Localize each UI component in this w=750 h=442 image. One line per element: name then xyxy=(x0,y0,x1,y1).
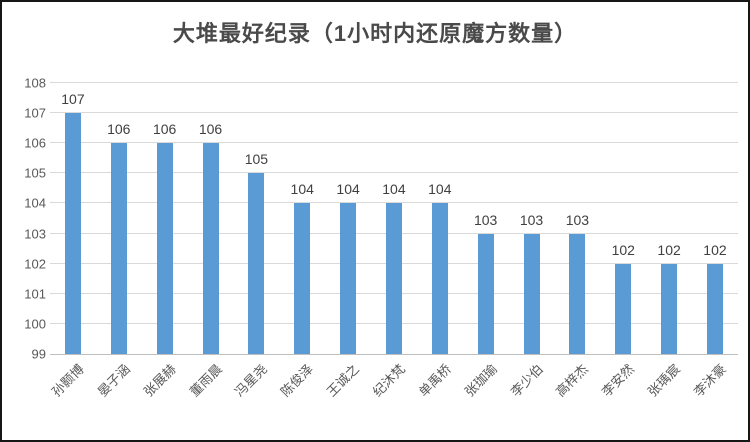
y-tick-label: 107 xyxy=(24,105,46,121)
bar-value-label: 102 xyxy=(657,241,681,258)
gridline xyxy=(50,142,738,144)
bar-slot: 104 xyxy=(417,83,463,354)
bar-value-label: 106 xyxy=(152,121,177,138)
bar-slot: 104 xyxy=(371,83,417,354)
bar-value-label: 102 xyxy=(611,241,635,258)
bar xyxy=(64,113,81,354)
bars-row: 107 106 106 106 105 104 104 104 104 103 103 103 102 1… xyxy=(50,83,738,354)
bar-value-label: 103 xyxy=(565,211,590,228)
bar xyxy=(340,203,357,354)
x-tick-label: 陈俊泽 xyxy=(277,361,317,400)
bar-value-label: 104 xyxy=(336,181,360,198)
y-tick-label: 101 xyxy=(24,286,46,302)
bar-slot: 107 xyxy=(50,83,96,354)
gridline xyxy=(50,112,738,114)
x-axis-line xyxy=(50,354,738,355)
plot-area: 107 106 106 106 105 104 104 104 104 103 103 103 102 1… xyxy=(50,82,738,355)
bar xyxy=(202,143,219,354)
bar xyxy=(110,143,127,354)
bar-slot: 102 xyxy=(646,83,692,354)
y-tick-label: 106 xyxy=(24,135,46,151)
bar xyxy=(477,233,494,354)
bar xyxy=(294,203,311,354)
gridline xyxy=(50,202,738,204)
gridline xyxy=(50,82,738,83)
x-tick-label: 高梓杰 xyxy=(553,361,592,400)
bar-value-label: 104 xyxy=(290,181,314,198)
bar-value-label: 106 xyxy=(107,121,131,138)
x-tick-label: 张瑀宸 xyxy=(644,361,684,400)
bar xyxy=(661,263,678,354)
y-tick-label: 100 xyxy=(24,316,46,332)
bar-slot: 103 xyxy=(463,83,509,354)
bar-slot: 102 xyxy=(600,83,646,354)
bar-slot: 104 xyxy=(279,83,325,354)
bar-slot: 103 xyxy=(509,83,555,354)
bar-value-label: 105 xyxy=(244,151,269,168)
bar-slot: 106 xyxy=(96,83,142,354)
bar-value-label: 103 xyxy=(473,211,498,228)
bar-value-label: 104 xyxy=(428,181,452,198)
bar xyxy=(569,233,586,354)
x-tick-label: 单禹桥 xyxy=(415,361,454,400)
y-tick-label: 108 xyxy=(24,75,46,91)
y-tick-label: 102 xyxy=(24,256,46,272)
bar xyxy=(523,233,540,354)
bar-value-label: 106 xyxy=(198,121,223,138)
y-tick-label: 99 xyxy=(31,346,46,362)
bar-slot: 106 xyxy=(142,83,188,354)
bar xyxy=(248,173,265,354)
bar xyxy=(431,203,448,354)
bar xyxy=(706,263,723,354)
x-tick-label: 李安然 xyxy=(599,361,638,400)
x-axis: 孙颢博 晏子涵 张展赫 董雨晨 冯星尧 陈俊泽 王诚之 纪沐梵 单禹桥 张珈瑜 李少伯 高梓杰 李安然张… xyxy=(48,360,738,440)
x-tick-label: 王诚之 xyxy=(323,361,363,400)
x-tick-label: 纪沐梵 xyxy=(369,361,408,400)
x-tick-label: 张珈瑜 xyxy=(461,361,500,400)
x-tick-label: 李少伯 xyxy=(507,361,546,400)
x-tick-label: 晏子涵 xyxy=(94,361,133,400)
bar-value-label: 107 xyxy=(61,91,85,108)
bar-slot: 103 xyxy=(554,83,600,354)
bar-value-label: 104 xyxy=(382,181,406,198)
x-tick-label: 冯星尧 xyxy=(232,361,271,400)
gridline xyxy=(50,172,738,174)
bar xyxy=(615,263,632,354)
y-tick-label: 104 xyxy=(24,195,46,211)
chart-title: 大堆最好纪录（1小时内还原魔方数量） xyxy=(172,21,578,46)
y-tick-label: 105 xyxy=(24,165,46,181)
x-tick-label: 董雨晨 xyxy=(186,361,225,400)
bar-slot: 106 xyxy=(188,83,234,354)
bar-value-label: 103 xyxy=(519,211,544,228)
bar xyxy=(385,203,402,354)
y-tick-label: 103 xyxy=(24,226,46,242)
bar-slot: 102 xyxy=(692,83,738,354)
bar-value-label: 102 xyxy=(703,241,727,258)
bar-slot: 105 xyxy=(233,83,279,354)
bar xyxy=(156,143,173,354)
bar-slot: 104 xyxy=(325,83,371,354)
x-tick-label: 孙颢博 xyxy=(48,361,87,400)
x-tick-label: 张展赫 xyxy=(140,361,179,400)
x-tick-label: 李沐豪 xyxy=(690,361,729,400)
